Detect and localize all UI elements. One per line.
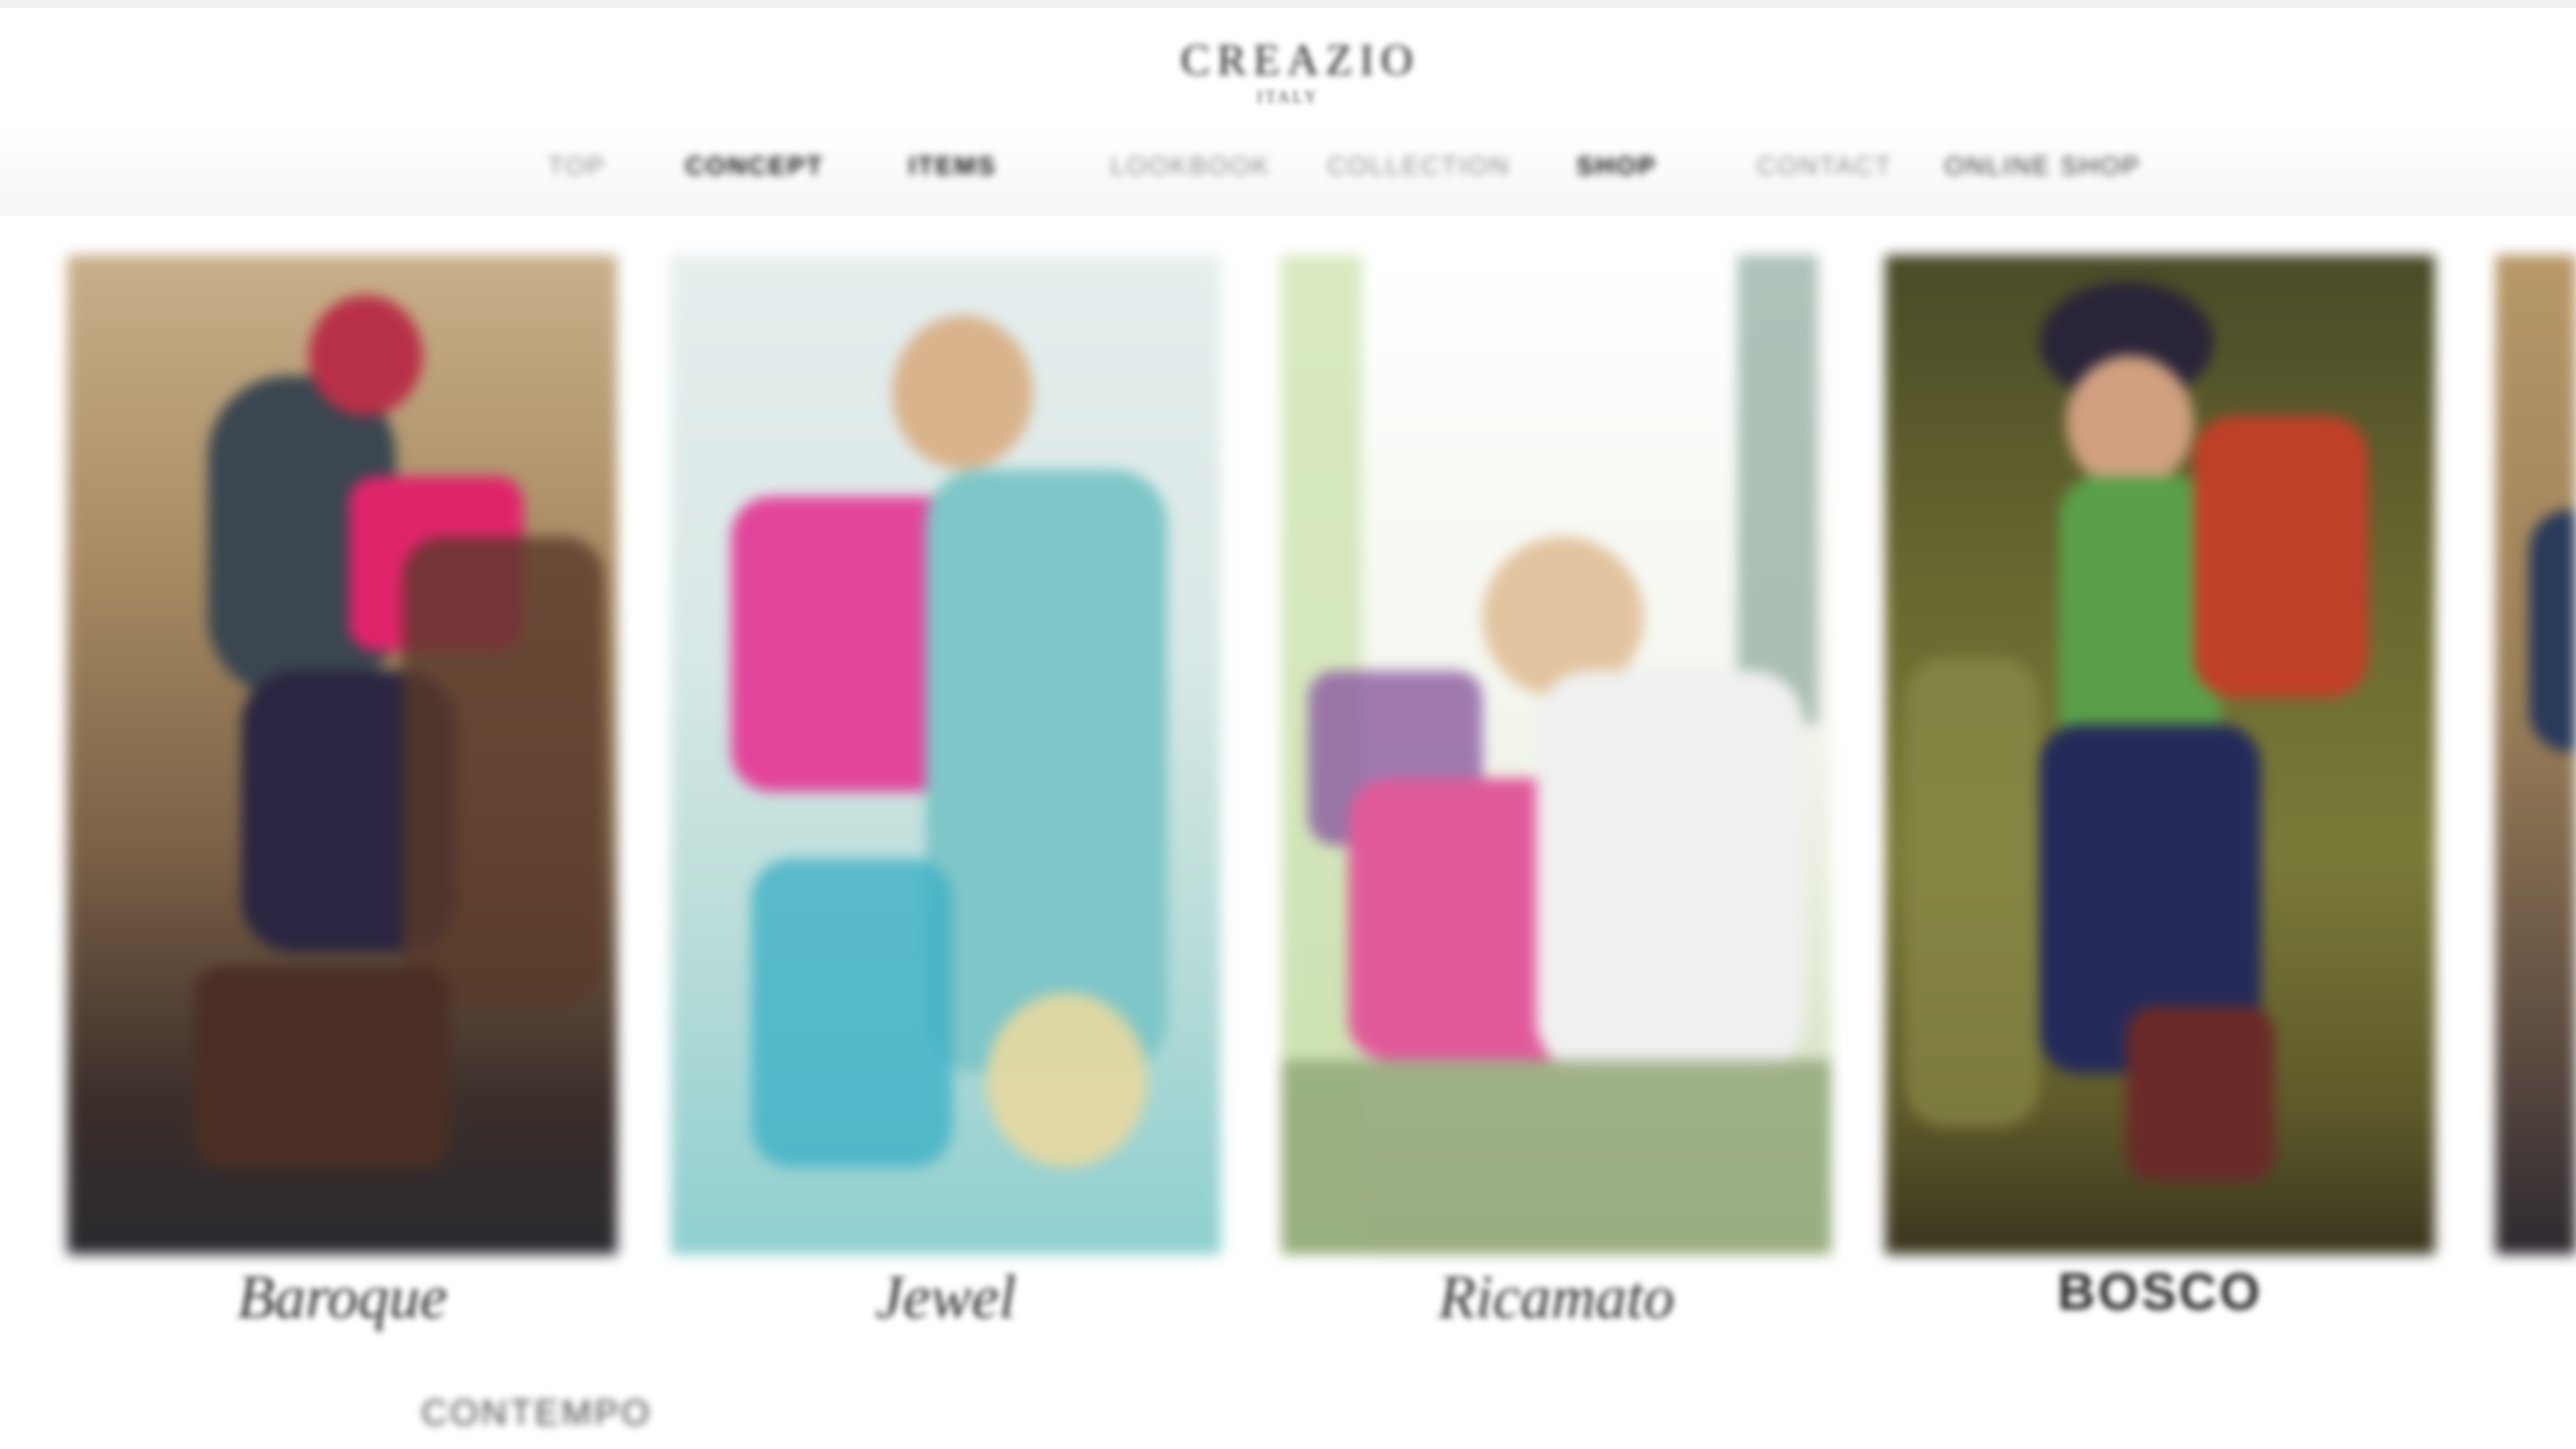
caption-baroque: Baroque [237, 1263, 447, 1331]
site-logo[interactable]: CREAZIO ITALY [1181, 34, 1419, 134]
nav-item-shop[interactable]: SHOP [1576, 152, 1657, 180]
caption-jewel: Jewel [875, 1263, 1016, 1331]
gallery-card-baroque[interactable]: Baroque [67, 255, 617, 1331]
nav-item-items[interactable]: ITEMS [908, 152, 997, 180]
gallery-card-partial[interactable] [2496, 255, 2576, 1301]
photo-bosco [1885, 255, 2435, 1254]
browser-top-edge [0, 0, 2576, 8]
nav-item-collection[interactable]: COLLECTION [1327, 152, 1511, 180]
logo-subtext: ITALY [1256, 87, 1320, 107]
product-gallery: Baroque Jewel Ricama [0, 228, 2576, 1449]
nav-item-lookbook[interactable]: LOOKBOOK [1110, 152, 1271, 180]
caption-bosco: BOSCO [2057, 1262, 2263, 1321]
nav-item-concept[interactable]: CONCEPT [685, 152, 824, 180]
site-header: CREAZIO ITALY TOP CONCEPT ITEMS LOOKBOOK… [0, 8, 2576, 216]
gallery-card-jewel[interactable]: Jewel [671, 255, 1221, 1331]
gallery-card-bosco[interactable]: BOSCO [1885, 255, 2435, 1321]
photo-ricamato [1281, 255, 1831, 1254]
caption-ricamato: Ricamato [1438, 1263, 1675, 1331]
nav-item-online-shop[interactable]: ONLINE SHOP [1944, 152, 2141, 180]
photo-jewel [671, 255, 1221, 1254]
photo-baroque [67, 255, 617, 1254]
secondary-caption[interactable]: CONTEMPO [421, 1393, 652, 1433]
nav-item-top[interactable]: TOP [547, 152, 606, 180]
logo-text: CREAZIO [1181, 36, 1419, 85]
nav-item-contact[interactable]: CONTACT [1757, 152, 1892, 180]
gallery-card-ricamato[interactable]: Ricamato [1281, 255, 1831, 1331]
main-navigation: TOP CONCEPT ITEMS LOOKBOOK COLLECTION SH… [483, 140, 2147, 193]
photo-partial [2496, 255, 2576, 1254]
